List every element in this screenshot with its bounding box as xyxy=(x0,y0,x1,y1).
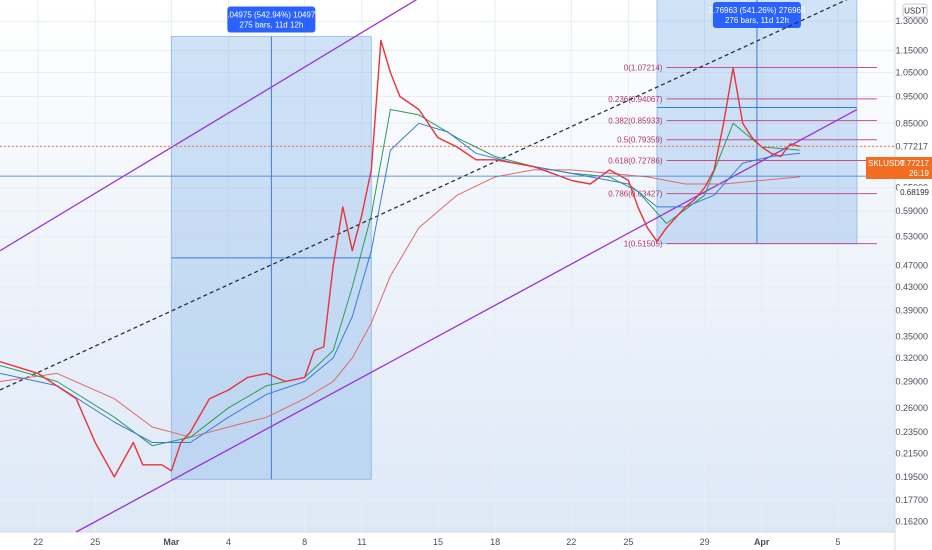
y-tick-label: 1.30000 xyxy=(895,16,928,26)
fib-level-label: 0.382(0.85933) xyxy=(608,117,663,126)
fib-level-label: 0.618(0.72786) xyxy=(608,157,663,166)
x-tick-label: 29 xyxy=(700,537,710,547)
bar-countdown: 26:19 xyxy=(909,169,930,178)
symbol-label: SKLUSDT xyxy=(868,159,905,168)
y-tick-label: 0.17700 xyxy=(895,495,928,505)
y-tick-label: 0.59000 xyxy=(895,206,928,216)
y-tick-label: 0.16200 xyxy=(895,516,928,526)
last-price-tag: SKLUSDT 0.77217 26:19 xyxy=(866,157,932,179)
y-tick-label: 0.43000 xyxy=(895,282,928,292)
y-tick-label: 0.21500 xyxy=(895,448,928,458)
y-tick-label: 1.15000 xyxy=(895,46,928,56)
x-tick-label: 25 xyxy=(90,537,100,547)
x-tick-label: 22 xyxy=(33,537,43,547)
measure-label-line1: 2.76963 (541.26%) 276963 xyxy=(708,6,806,15)
y-tick-label: 0.53000 xyxy=(895,232,928,242)
axis-background xyxy=(895,0,932,550)
series-layer xyxy=(0,39,895,478)
trend-channel-layer xyxy=(0,0,858,533)
last-price-value: 0.77217 xyxy=(900,159,929,168)
y-tick-label: 0.23500 xyxy=(895,427,928,437)
currency-badge-label: USDT xyxy=(904,7,926,16)
y-tick-label: 0.95000 xyxy=(895,92,928,102)
trend-line xyxy=(0,0,848,391)
x-tick-label: 15 xyxy=(433,537,443,547)
trend-line xyxy=(0,0,418,252)
x-tick-label: 18 xyxy=(490,537,500,547)
measure-label-bg xyxy=(712,2,801,28)
other-price-tag: 0.68199 xyxy=(898,186,932,198)
y-tick-label: 0.26000 xyxy=(895,403,928,413)
fib-level-label: 0.786(0.63427) xyxy=(608,190,663,199)
measure-label-line1: 1.04975 (542.94%) 104975 xyxy=(223,10,321,19)
y-tick-label: 0.39000 xyxy=(895,305,928,315)
fib-level-label: 0.236(0.94067) xyxy=(608,95,663,104)
y-tick-label: 0.32000 xyxy=(895,353,928,363)
measure-label-line2: 276 bars, 11d 12h xyxy=(725,16,789,25)
y-tick-label: 0.77217 xyxy=(895,141,928,151)
fib-level-label: 1(0.51505) xyxy=(624,240,663,249)
series-line xyxy=(0,39,800,478)
x-axis-ticks: 22 25 Mar 4 8 11 15 18 22 25 29 Apr 5 xyxy=(33,537,840,547)
currency-badge[interactable]: USDT xyxy=(902,3,928,18)
x-tick-label: 5 xyxy=(835,537,840,547)
y-tick-label: 0.35000 xyxy=(895,331,928,341)
x-axis-background xyxy=(0,532,895,550)
measure-label-line2: 275 bars, 11d 12h xyxy=(239,20,303,29)
x-tick-label: 4 xyxy=(226,537,231,547)
fib-retracement-layer: 0(1.07214) 0.236(0.94067) 0.382(0.85933) 0.… xyxy=(608,63,877,249)
x-tick-label: Mar xyxy=(163,537,180,547)
x-tick-label: 11 xyxy=(357,537,366,547)
fib-level-label: 0.5(0.79359) xyxy=(617,136,663,145)
x-tick-label: 22 xyxy=(566,537,576,547)
trend-line xyxy=(75,108,858,533)
x-tick-label: 8 xyxy=(302,537,307,547)
x-tick-label: 25 xyxy=(623,537,633,547)
x-tick-label: Apr xyxy=(754,537,770,547)
other-price-value: 0.68199 xyxy=(900,188,929,197)
y-tick-label: 0.29000 xyxy=(895,377,928,387)
y-tick-label: 0.19500 xyxy=(895,472,928,482)
y-tick-label: 1.05000 xyxy=(895,68,928,78)
series-line xyxy=(0,169,800,438)
y-tick-label: 0.85000 xyxy=(895,118,928,128)
measure-label-bg xyxy=(227,6,316,33)
y-tick-label: 0.47000 xyxy=(895,261,928,271)
fib-level-label: 0(1.07214) xyxy=(624,63,663,72)
y-axis-ticks: 1.30000 1.15000 1.05000 0.95000 0.85000 0.772… xyxy=(895,16,928,526)
